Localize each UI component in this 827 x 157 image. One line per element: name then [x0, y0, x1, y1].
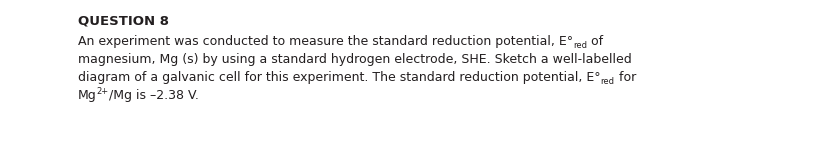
Text: /Mg is –2.38 V.: /Mg is –2.38 V.	[108, 89, 198, 102]
Text: for: for	[614, 71, 635, 84]
Text: diagram of a galvanic cell for this experiment. The standard reduction potential: diagram of a galvanic cell for this expe…	[78, 71, 600, 84]
Text: red: red	[572, 41, 586, 50]
Text: An experiment was conducted to measure the standard reduction potential, E°: An experiment was conducted to measure t…	[78, 35, 572, 48]
Text: magnesium, Mg (s) by using a standard hydrogen electrode, SHE. Sketch a well-lab: magnesium, Mg (s) by using a standard hy…	[78, 53, 631, 66]
Text: of: of	[586, 35, 603, 48]
Text: 2+: 2+	[97, 87, 108, 96]
Text: QUESTION 8: QUESTION 8	[78, 14, 169, 27]
Text: red: red	[600, 77, 614, 86]
Text: Mg: Mg	[78, 89, 97, 102]
